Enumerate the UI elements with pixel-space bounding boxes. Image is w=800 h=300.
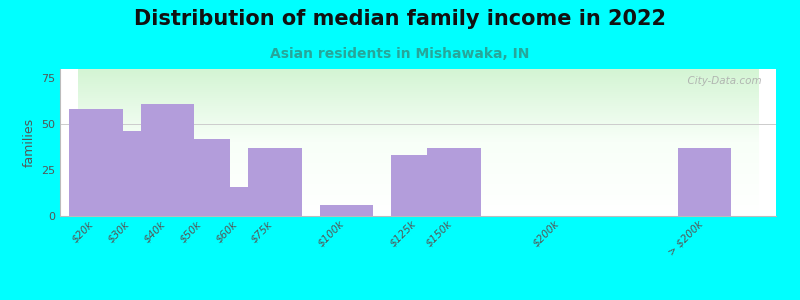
Bar — [105, 131, 158, 216]
Bar — [427, 148, 481, 216]
Bar — [212, 187, 266, 216]
Y-axis label: families: families — [22, 118, 35, 167]
Bar — [391, 155, 445, 216]
Bar — [319, 205, 374, 216]
Bar — [141, 104, 194, 216]
Bar — [69, 110, 122, 216]
Bar — [248, 148, 302, 216]
Bar — [678, 148, 731, 216]
Text: City-Data.com: City-Data.com — [681, 76, 762, 86]
Text: Asian residents in Mishawaka, IN: Asian residents in Mishawaka, IN — [270, 46, 530, 61]
Text: Distribution of median family income in 2022: Distribution of median family income in … — [134, 9, 666, 29]
Bar — [176, 139, 230, 216]
